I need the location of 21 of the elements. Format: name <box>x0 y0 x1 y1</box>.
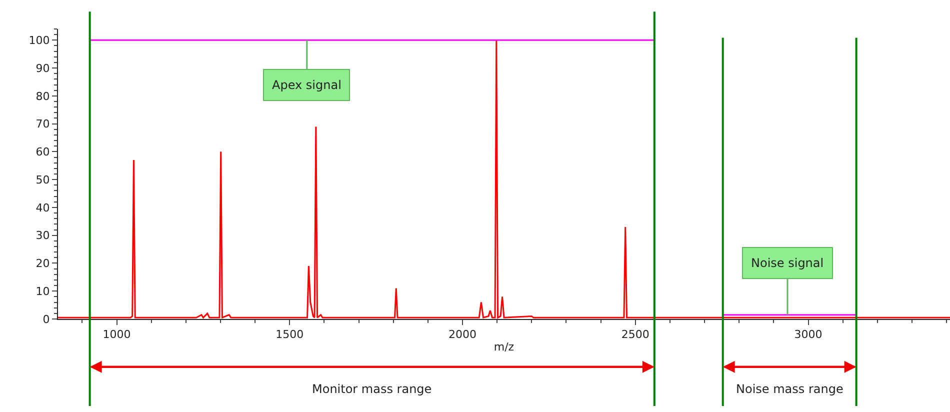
x-tick-label: 2500 <box>621 328 650 342</box>
x-tick-label: 1000 <box>102 328 131 342</box>
y-tick-label: 100 <box>28 34 50 47</box>
y-tick-label: 30 <box>36 229 50 242</box>
x-tick-label: 1500 <box>276 328 304 342</box>
y-tick-label: 60 <box>36 146 50 159</box>
x-tick-label: 3000 <box>794 328 822 342</box>
x-axis-title: m/z <box>494 340 514 354</box>
text: Monitor mass range <box>312 382 432 396</box>
annotation: Apex signal <box>272 78 342 92</box>
text: Noise mass range <box>736 382 844 396</box>
x-tick-label: 2000 <box>448 328 477 342</box>
y-tick-label: 20 <box>36 257 50 270</box>
y-tick-label: 10 <box>36 284 50 298</box>
y-tick-label: 80 <box>36 90 50 103</box>
y-tick-label: 70 <box>36 118 50 131</box>
y-tick-label: 40 <box>36 201 50 214</box>
y-tick-label: 90 <box>36 62 50 75</box>
y-tick-label: 50 <box>36 173 50 186</box>
annotation: Noise signal <box>751 256 824 270</box>
y-tick-label: 0 <box>42 312 50 326</box>
